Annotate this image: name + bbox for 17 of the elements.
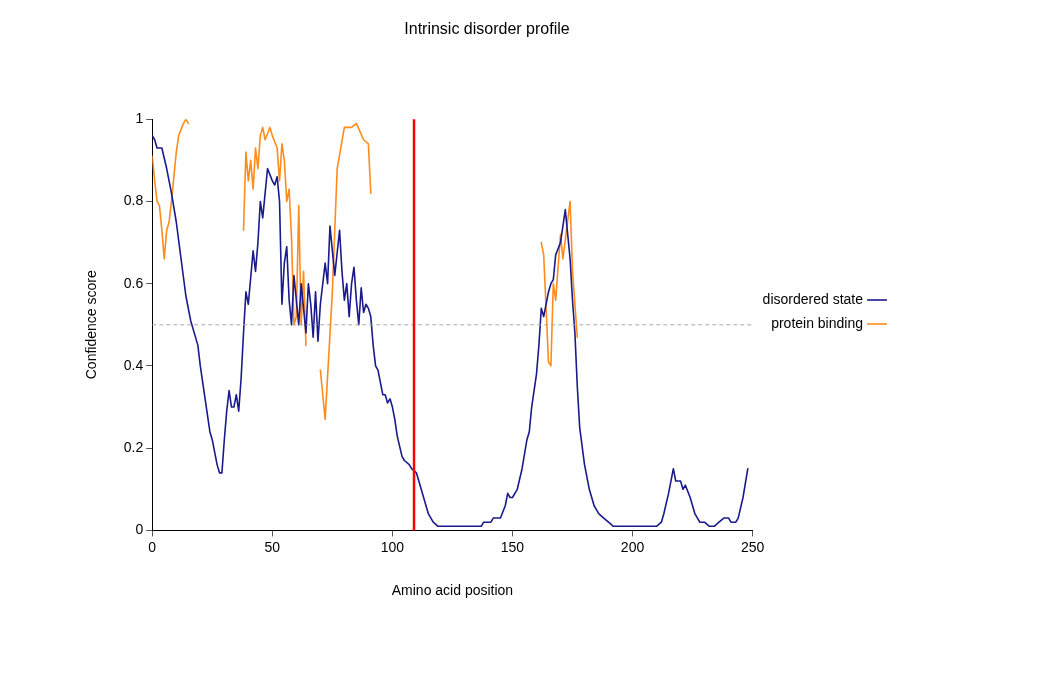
y-axis-title: Confidence score (83, 270, 100, 380)
x-axis-title: Amino acid position (391, 582, 514, 599)
y-tick-label: 0 (135, 521, 144, 538)
x-tick-label: 100 (380, 538, 405, 555)
y-tick-label: 0.8 (123, 192, 144, 209)
x-tick-label: 250 (740, 538, 765, 555)
y-tick-label: 0.4 (123, 356, 144, 373)
x-tick-label: 200 (620, 538, 645, 555)
y-tick-label: 0.6 (123, 274, 144, 291)
chart-title: Intrinsic disorder profile (404, 20, 570, 38)
x-tick-label: 50 (264, 538, 281, 555)
y-tick-label: 0.2 (123, 439, 144, 456)
x-tick-label: 0 (148, 538, 157, 555)
y-tick-label: 1 (135, 110, 144, 127)
x-tick-label: 150 (500, 538, 525, 555)
legend-label: disordered state (762, 290, 864, 307)
legend-label: protein binding (771, 314, 863, 331)
